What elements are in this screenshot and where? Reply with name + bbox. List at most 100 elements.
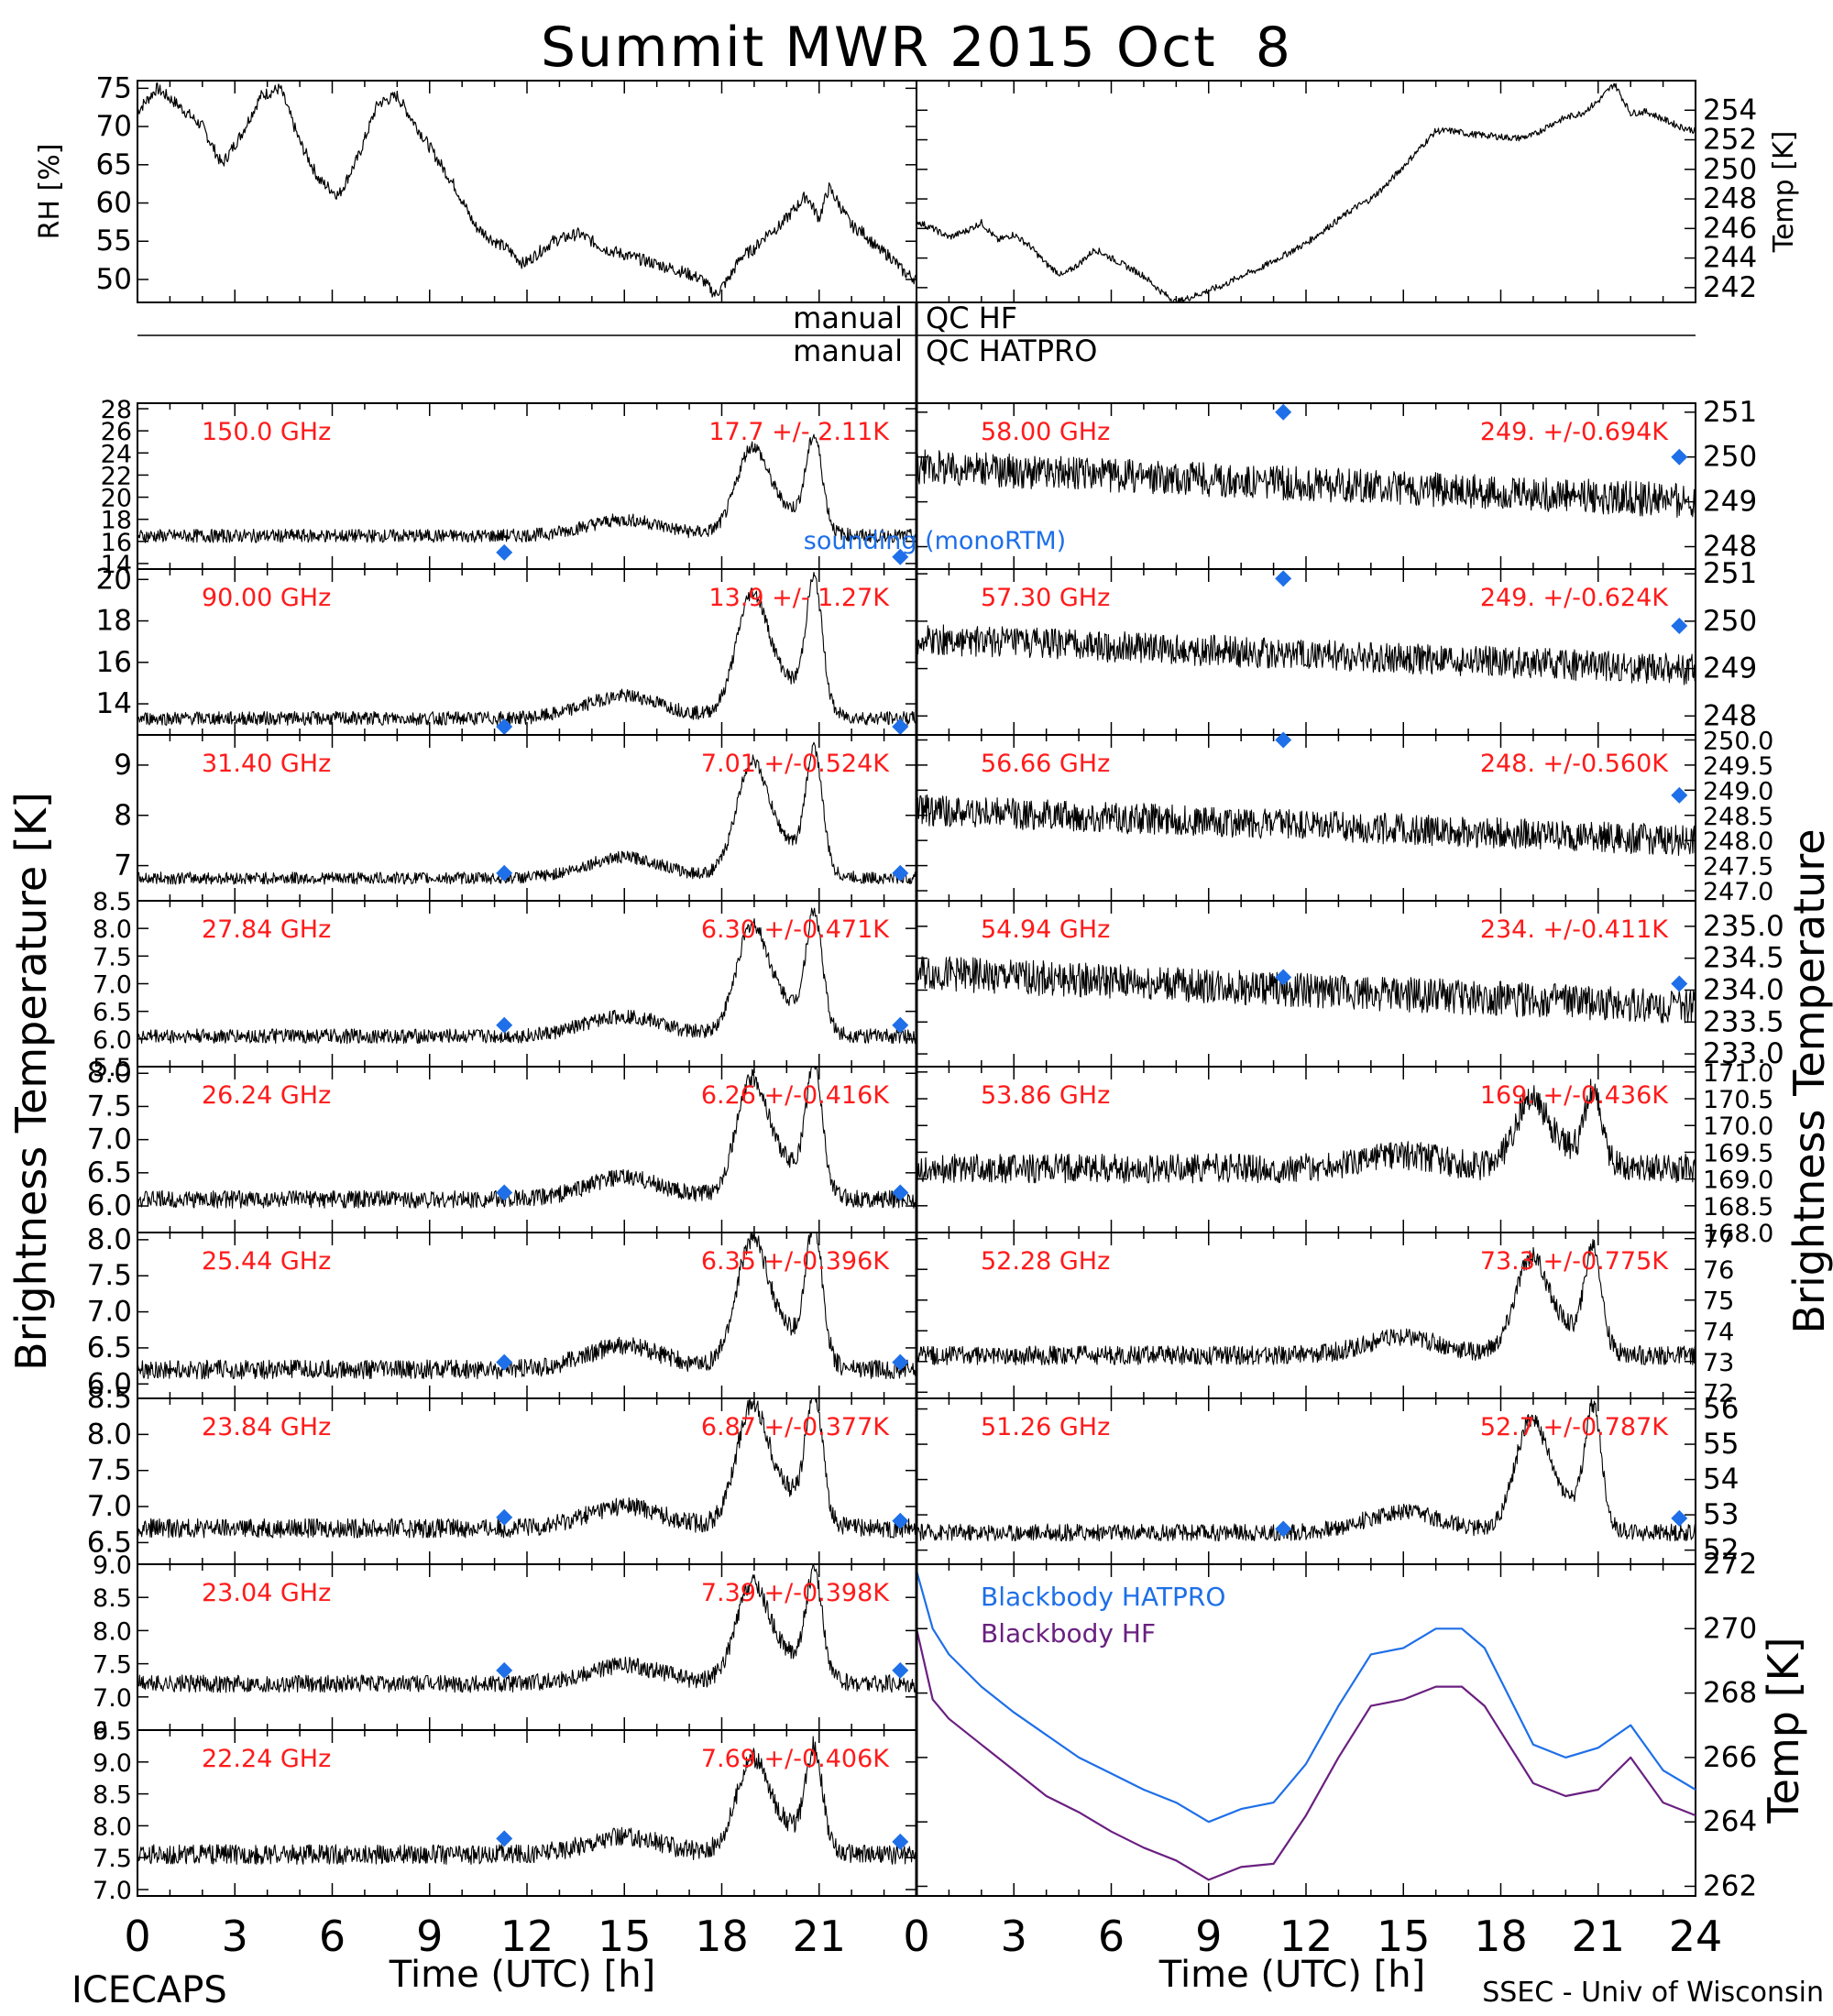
ch150-freq-label: 150.0 GHz (202, 418, 331, 446)
ch2784-ytick-label: 7.0 (93, 971, 132, 1000)
ch2304-ytick-label: 6.5 (93, 1717, 132, 1746)
qc-band: manual QC HF manual QC HATPRO (137, 301, 1696, 403)
ch5730-ytick-label: 248 (1703, 699, 1757, 732)
ch150-ytick-label: 20 (101, 485, 132, 513)
right-xtick-label: 0 (903, 1912, 929, 1961)
ch31-sounding-marker (892, 864, 909, 882)
ch31-ytick-label: 8 (114, 799, 132, 832)
left-xtick-label: 15 (598, 1912, 652, 1961)
ch5800-ytick-label: 249 (1703, 486, 1757, 519)
blackbody-legend-1: Blackbody HF (981, 1618, 1156, 1649)
ch2304-ytick-label: 7.0 (93, 1684, 132, 1713)
ch2544-sounding-marker (496, 1353, 513, 1371)
right-xtick-label: 9 (1195, 1912, 1222, 1961)
ch150-stats-label: 17.7 +/- 2.11K (708, 418, 890, 446)
ch5386-ytick-label: 170.5 (1703, 1086, 1773, 1114)
ch2784-sounding-marker (496, 1016, 513, 1034)
ch5228-stats-label: 73.3 +/-0.775K (1480, 1247, 1669, 1276)
ch2784-sounding-marker (892, 1016, 909, 1034)
ch5800-trace (916, 449, 1696, 518)
ch2784-ytick-label: 5.5 (93, 1054, 132, 1082)
ch5800-sounding-marker (1275, 403, 1292, 421)
ch5666-stats-label: 248. +/-0.560K (1480, 750, 1669, 778)
blackbody-series-0 (915, 1570, 1696, 1824)
ch5666-ytick-label: 249.0 (1703, 777, 1773, 805)
ch2304-trace (137, 1563, 917, 1693)
ch2304-freq-label: 23.04 GHz (202, 1579, 331, 1607)
ch5494-ytick-label: 233.0 (1703, 1037, 1784, 1070)
ch90-freq-label: 90.00 GHz (202, 584, 331, 612)
right-xtick-label: 12 (1279, 1912, 1334, 1961)
left-xtick-label: 21 (792, 1912, 846, 1961)
right-xtick-label: 3 (1001, 1912, 1027, 1961)
ch5666-ytick-label: 247.5 (1703, 853, 1773, 882)
ch90-ytick-label: 16 (96, 646, 132, 679)
ch5126-stats-label: 52.7 +/-0.787K (1480, 1413, 1669, 1441)
ch5494-ytick-label: 235.0 (1703, 910, 1784, 943)
ch2624-ytick-label: 8.0 (87, 1057, 132, 1090)
ch5386-ytick-label: 169.0 (1703, 1167, 1773, 1195)
ch5800-stats-label: 249. +/-0.694K (1480, 418, 1669, 446)
ch5386-trace (916, 1079, 1696, 1184)
ch2544-stats-label: 6.35 +/-0.396K (701, 1247, 890, 1276)
rh-ytick-label: 55 (96, 225, 132, 257)
ch5494-ytick-label: 234.5 (1703, 942, 1784, 975)
ch90-stats-label: 13.9 +/- 1.27K (708, 584, 890, 612)
right-xtick-label: 15 (1377, 1912, 1431, 1961)
right-xtick-label: 21 (1571, 1912, 1625, 1961)
ch5494-freq-label: 54.94 GHz (981, 915, 1110, 944)
ch5666-ytick-label: 249.5 (1703, 752, 1773, 781)
ch5730-stats-label: 249. +/-0.624K (1480, 584, 1669, 612)
ch5126-ytick-label: 53 (1703, 1498, 1739, 1531)
ch31-trace (137, 741, 917, 885)
ch5730-freq-label: 57.30 GHz (981, 584, 1110, 612)
ch2384-freq-label: 23.84 GHz (202, 1413, 331, 1441)
ch2304-sounding-marker (892, 1661, 909, 1679)
ch31-freq-label: 31.40 GHz (202, 750, 331, 778)
ch2224-ytick-label: 9.0 (93, 1749, 132, 1778)
ch2304-ytick-label: 7.5 (93, 1651, 132, 1680)
ch90-sounding-marker (892, 718, 909, 735)
left-ylabel: Brightness Temperature [K] (6, 792, 56, 1371)
ch5126-trace (916, 1397, 1696, 1542)
ch5494-sounding-marker (1275, 969, 1292, 986)
ch2224-sounding-marker (892, 1833, 909, 1850)
footer-right: SSEC - Univ of Wisconsin (1482, 1977, 1824, 2009)
ch5386-ytick-label: 169.5 (1703, 1139, 1773, 1167)
ch31-ytick-label: 9 (114, 749, 132, 782)
ch2224-stats-label: 7.69 +/-0.406K (701, 1745, 890, 1773)
ch90-ytick-label: 18 (96, 605, 132, 638)
blackbody-legend-0: Blackbody HATPRO (981, 1582, 1225, 1612)
qc-hf-left-label: manual (793, 301, 903, 335)
right-ylabel: Brightness Temperature (1784, 828, 1833, 1333)
ch2624-ytick-label: 7.0 (87, 1123, 132, 1156)
ch5126-sounding-marker (1275, 1520, 1292, 1538)
right-xtick-label: 24 (1669, 1912, 1723, 1961)
blackbody-ytick-label: 262 (1703, 1869, 1757, 1902)
ch2384-stats-label: 6.87 +/-0.377K (701, 1413, 890, 1441)
ch150-ytick-label: 14 (101, 551, 132, 579)
ch150-ytick-label: 22 (101, 462, 132, 490)
rh-ytick-label: 60 (96, 187, 132, 220)
qc-hatpro-right-label: QC HATPRO (926, 334, 1097, 368)
ch5730-ytick-label: 249 (1703, 652, 1757, 685)
ch2384-trace (137, 1397, 917, 1539)
ch150-ytick-label: 28 (101, 396, 132, 424)
ch5800-sounding-marker (1671, 448, 1688, 466)
ch31-stats-label: 7.01 +/-0.524K (701, 750, 890, 778)
ch5666-ytick-label: 250.0 (1703, 727, 1773, 755)
right-xtick-label: 18 (1474, 1912, 1528, 1961)
ch5386-stats-label: 169. +/-0.436K (1480, 1081, 1669, 1110)
ch2624-ytick-label: 6.0 (87, 1189, 132, 1222)
blackbody-ytick-label: 268 (1703, 1677, 1757, 1710)
ch150-sounding-marker (892, 548, 909, 565)
ch5494-ytick-label: 233.5 (1703, 1005, 1784, 1038)
figure-title: Summit MWR 2015 Oct 8 (541, 16, 1292, 80)
temp-ytick-label: 242 (1703, 271, 1757, 304)
ch2384-ytick-label: 8.0 (87, 1418, 132, 1451)
ch90-sounding-marker (496, 718, 513, 735)
temp-ytick-label: 250 (1703, 153, 1757, 186)
ch90-ytick-label: 20 (96, 563, 132, 596)
